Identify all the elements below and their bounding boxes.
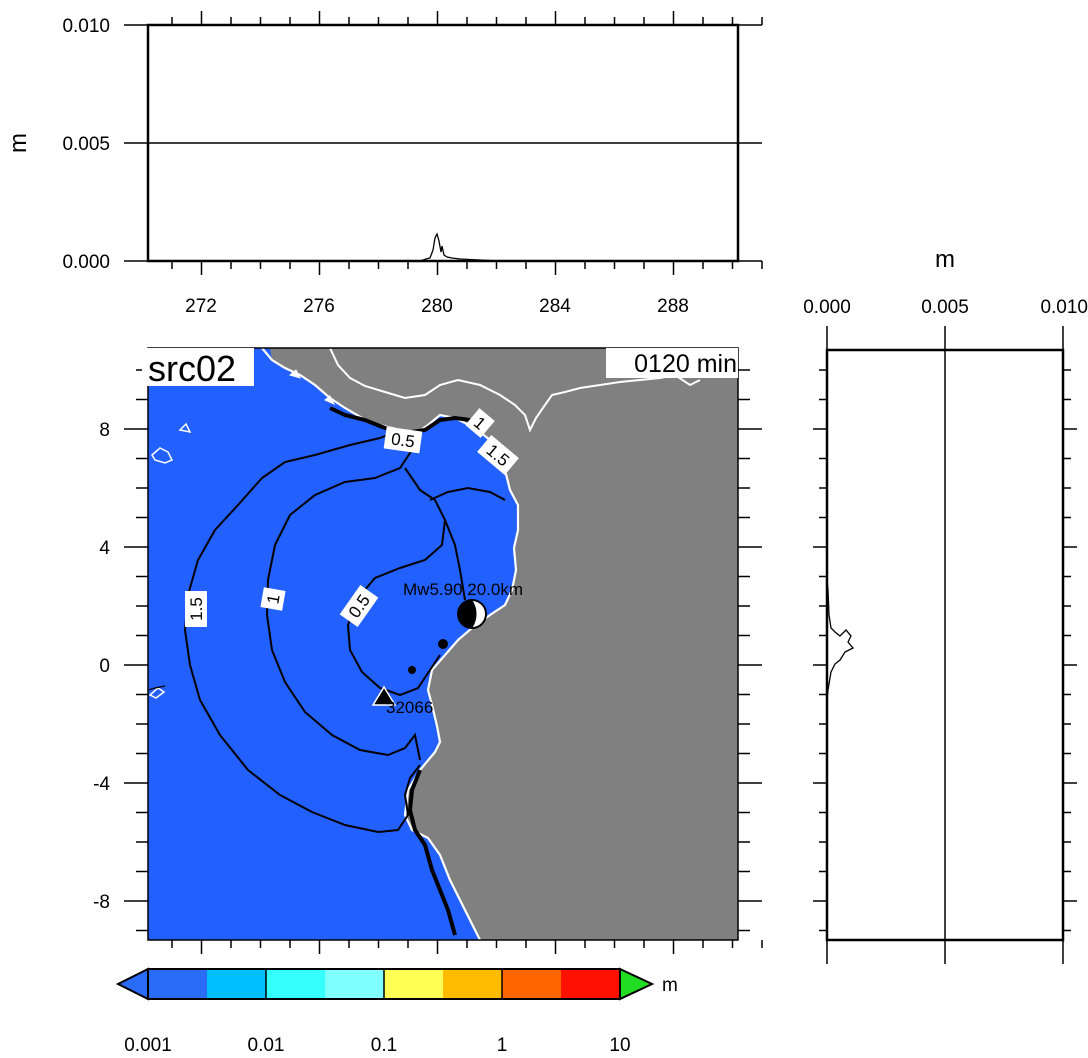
triangle-icon	[371, 685, 397, 706]
map-ytick-label: 8	[99, 420, 110, 441]
top-xtick-label: 276	[303, 296, 335, 317]
earthquake-source-marker: Mw5.90 20.0km	[403, 580, 523, 629]
contour-line	[183, 429, 421, 834]
map-title-box	[142, 348, 254, 386]
colorbar-low-arrow	[115, 967, 149, 1001]
colorbar-segment	[266, 969, 325, 999]
colorbar-unit: m	[662, 975, 678, 996]
islands	[288, 369, 336, 406]
coastal-point	[438, 639, 448, 649]
map-ytick-label: 4	[99, 538, 110, 559]
coastline	[329, 348, 701, 433]
map-panel: 0.5 1 1.5 1.5 1 0.5	[93, 347, 763, 954]
side-xtick-label: 0.000	[803, 297, 851, 318]
time-label: 0120 min	[634, 350, 737, 378]
colorbar-tick-label: 0.001	[124, 1035, 172, 1056]
side-xlabel: m	[935, 246, 955, 273]
top-ytick-label: 0.010	[62, 16, 110, 37]
colorbar-tick-label: 0.01	[248, 1035, 285, 1056]
top-xtick-label: 280	[421, 296, 453, 317]
colorbar-tick-label: 1	[497, 1035, 508, 1056]
map-ytick-label: -8	[93, 892, 110, 913]
land-area	[270, 348, 738, 940]
side-timeseries-panel: m 0.000 0.005 0.010	[803, 246, 1088, 964]
station-label: 32066	[386, 698, 433, 717]
colorbar-segment	[325, 969, 384, 999]
top-xtick-label: 284	[539, 296, 571, 317]
colorbar-tick-label: 0.1	[371, 1035, 397, 1056]
contour-label: 1.5	[187, 597, 206, 621]
top-ytick-label: 0.000	[62, 252, 110, 273]
time-label-box	[606, 348, 738, 378]
top-ylabel: m	[5, 133, 32, 153]
side-xtick-label: 0.005	[921, 297, 969, 318]
source-label: Mw5.90 20.0km	[403, 580, 523, 599]
map-title: src02	[148, 348, 236, 389]
colorbar-segment	[561, 969, 620, 999]
contour-label: 1	[263, 593, 283, 606]
map-frame	[147, 347, 739, 941]
islands	[148, 422, 192, 699]
top-timeseries-panel: 0.010 0.005 0.000 m 272 276 280 284 288	[5, 11, 763, 317]
top-waveform-line	[148, 232, 738, 262]
colorbar-tick-label: 10	[609, 1035, 630, 1056]
side-panel-ticks	[813, 326, 1077, 964]
contour-label: 0.5	[390, 429, 416, 451]
station-marker: 32066	[371, 685, 433, 717]
beachball-icon	[458, 600, 477, 628]
map-ytick-label: -4	[93, 774, 110, 795]
contour-line	[429, 486, 506, 501]
top-xtick-label: 272	[185, 296, 217, 317]
colorbar-segment	[502, 969, 561, 999]
contour-line	[148, 685, 166, 691]
colorbar: 0.001 0.01 0.1 1 10 m	[115, 967, 678, 1056]
contour-line	[444, 519, 466, 601]
map-ticks	[124, 369, 763, 954]
side-xtick-label: 0.010	[1040, 297, 1088, 318]
colorbar-segment	[207, 969, 266, 999]
coastal-point	[408, 666, 416, 674]
top-ytick-label: 0.005	[62, 134, 110, 155]
contour-line	[265, 431, 421, 761]
top-xtick-label: 288	[657, 296, 689, 317]
colorbar-segment	[384, 969, 443, 999]
colorbar-high-arrow	[619, 967, 655, 1001]
side-waveform-line	[826, 350, 855, 940]
colorbar-segment	[443, 969, 502, 999]
map-ytick-label: 0	[99, 656, 110, 677]
colorbar-segment	[148, 969, 207, 999]
top-panel-ticks	[124, 11, 763, 275]
